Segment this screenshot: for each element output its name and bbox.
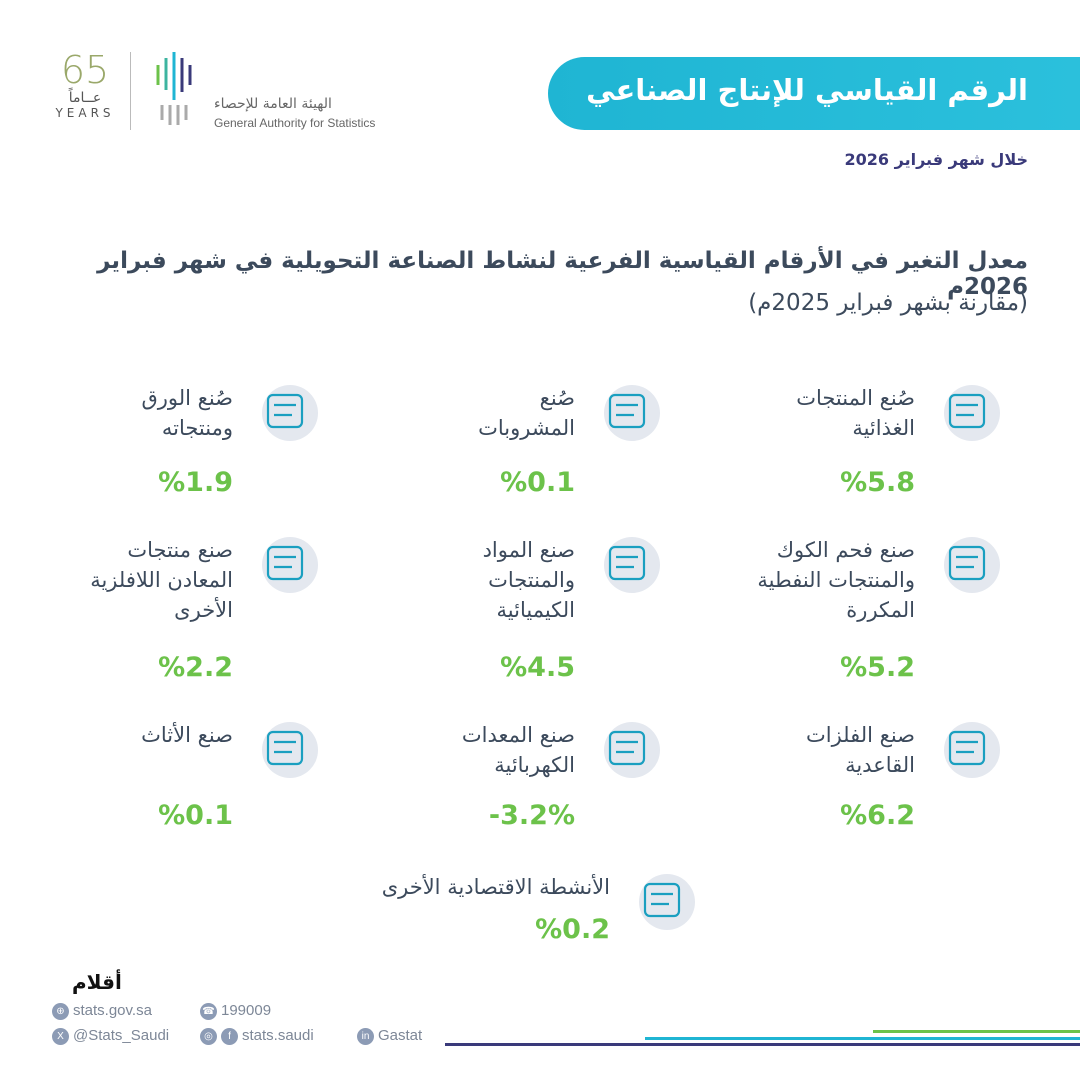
indicator-label: صنع المواد والمنتجات الكيميائية bbox=[482, 538, 575, 622]
linkedin-link[interactable]: in Gastat bbox=[357, 1027, 422, 1045]
section-heading: معدل التغير في الأرقام القياسية الفرعية … bbox=[97, 248, 1028, 300]
logo-divider bbox=[130, 52, 131, 130]
phone-link[interactable]: ☎ 199009 bbox=[200, 1002, 271, 1020]
electrical-equipment-icon bbox=[596, 716, 660, 780]
phone-icon: ☎ bbox=[200, 1002, 217, 1020]
footer-line-cyan bbox=[645, 1037, 1080, 1040]
indicator-card: صنع منتجات المعادن اللافلزية الأخرى %2.2 bbox=[0, 535, 233, 683]
roll-icon bbox=[254, 531, 318, 595]
indicator-card: صنع المواد والمنتجات الكيميائية %4.5 bbox=[245, 535, 575, 683]
indicator-label: صنع الفلزات القاعدية bbox=[805, 723, 915, 777]
instagram-icon: ◎ bbox=[200, 1027, 217, 1045]
flask-icon bbox=[596, 531, 660, 595]
indicator-card: صنع الأثاث %0.1 bbox=[0, 720, 233, 840]
indicator-value: -3.2% bbox=[488, 800, 575, 831]
social-link[interactable]: ◎ f stats.saudi bbox=[200, 1027, 314, 1045]
linkedin-icon: in bbox=[357, 1027, 374, 1045]
indicator-value: %1.9 bbox=[158, 467, 233, 498]
indicator-label: صُنع الورق ومنتجاته bbox=[141, 386, 233, 440]
furniture-icon bbox=[254, 716, 318, 780]
indicator-label: صُنع المنتجات الغذائية bbox=[796, 386, 915, 440]
indicator-card: صُنع المشروبات %0.1 bbox=[245, 383, 575, 503]
anniversary-logo: 65 عــاماً YEARS bbox=[55, 48, 115, 120]
indicator-card: صنع الفلزات القاعدية %6.2 bbox=[585, 720, 915, 840]
footer-line-navy bbox=[445, 1043, 1080, 1046]
food-icon bbox=[936, 379, 1000, 443]
gastat-logo-icon bbox=[156, 52, 192, 125]
indicator-card: صنع المعدات الكهربائية -3.2% bbox=[245, 720, 575, 840]
website-link[interactable]: ⊕ stats.gov.sa bbox=[52, 1002, 152, 1020]
box-icon bbox=[631, 868, 695, 932]
section-subheading: (مقارنة بشهر فبراير 2025م) bbox=[748, 290, 1028, 316]
indicator-label: صنع الأثاث bbox=[141, 723, 233, 747]
indicator-value: %6.2 bbox=[840, 800, 915, 831]
indicator-card: الأنشطة الاقتصادية الأخرى %0.2 bbox=[210, 872, 610, 992]
oil-pump-icon bbox=[936, 531, 1000, 595]
indicator-card: صُنع المنتجات الغذائية %5.8 bbox=[585, 383, 915, 503]
indicator-value: %0.2 bbox=[535, 914, 610, 945]
indicator-value: %0.1 bbox=[158, 800, 233, 831]
indicator-label: صنع المعدات الكهربائية bbox=[461, 723, 575, 777]
page-title: الرقم القياسي للإنتاج الصناعي bbox=[586, 73, 1028, 107]
paper-icon bbox=[254, 379, 318, 443]
org-name-ar: الهيئة العامة للإحصاء bbox=[214, 96, 332, 112]
indicator-card: صنع فحم الكوك والمنتجات النفطية المكررة … bbox=[585, 535, 915, 683]
facebook-icon: f bbox=[221, 1027, 238, 1045]
footer-line-green bbox=[873, 1030, 1080, 1033]
title-banner: الرقم القياسي للإنتاج الصناعي bbox=[548, 57, 1080, 130]
indicator-card: صُنع الورق ومنتجاته %1.9 bbox=[0, 383, 233, 503]
indicator-value: %2.2 bbox=[158, 652, 233, 683]
indicator-label: صُنع المشروبات bbox=[478, 386, 575, 440]
beverages-icon bbox=[596, 379, 660, 443]
twitter-link[interactable]: X @Stats_Saudi bbox=[52, 1027, 169, 1045]
indicator-value: %0.1 bbox=[500, 467, 575, 498]
period-label: خلال شهر فبراير 2026 bbox=[844, 150, 1028, 169]
metal-icon bbox=[936, 716, 1000, 780]
globe-icon: ⊕ bbox=[52, 1002, 69, 1020]
indicator-value: %5.8 bbox=[840, 467, 915, 498]
indicator-value: %4.5 bbox=[500, 652, 575, 683]
indicator-value: %5.2 bbox=[840, 652, 915, 683]
indicator-label: صنع فحم الكوك والمنتجات النفطية المكررة bbox=[757, 538, 915, 622]
indicator-label: صنع منتجات المعادن اللافلزية الأخرى bbox=[90, 538, 233, 622]
x-icon: X bbox=[52, 1027, 69, 1045]
org-name-en: General Authority for Statistics bbox=[214, 116, 376, 130]
indicator-label: الأنشطة الاقتصادية الأخرى bbox=[381, 875, 610, 899]
watermark: أقلام bbox=[72, 970, 122, 994]
